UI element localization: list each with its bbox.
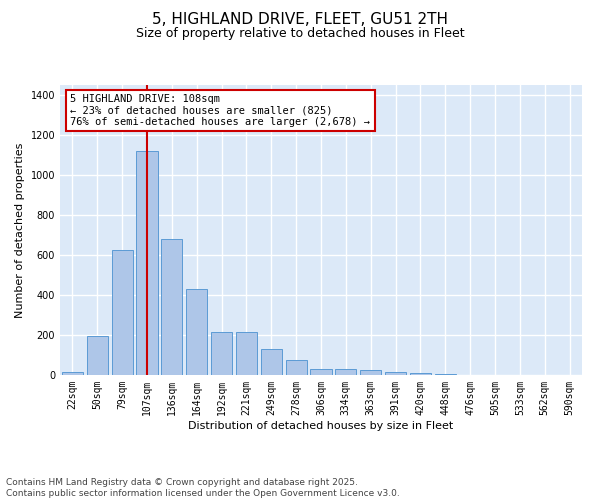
Bar xyxy=(435,374,456,375)
Bar xyxy=(385,372,406,375)
Text: 5 HIGHLAND DRIVE: 108sqm
← 23% of detached houses are smaller (825)
76% of semi-: 5 HIGHLAND DRIVE: 108sqm ← 23% of detach… xyxy=(70,94,370,127)
Bar xyxy=(136,151,158,375)
Bar xyxy=(261,349,282,375)
Bar xyxy=(310,369,332,375)
Bar xyxy=(236,332,257,375)
Bar xyxy=(211,332,232,375)
Text: Size of property relative to detached houses in Fleet: Size of property relative to detached ho… xyxy=(136,28,464,40)
Bar xyxy=(410,373,431,375)
Bar xyxy=(87,336,108,375)
Bar xyxy=(335,370,356,375)
Text: Contains HM Land Registry data © Crown copyright and database right 2025.
Contai: Contains HM Land Registry data © Crown c… xyxy=(6,478,400,498)
Bar xyxy=(112,250,133,375)
Bar xyxy=(186,289,207,375)
Bar xyxy=(286,360,307,375)
Text: 5, HIGHLAND DRIVE, FLEET, GU51 2TH: 5, HIGHLAND DRIVE, FLEET, GU51 2TH xyxy=(152,12,448,28)
Bar xyxy=(62,372,83,375)
Bar xyxy=(161,239,182,375)
Y-axis label: Number of detached properties: Number of detached properties xyxy=(15,142,25,318)
X-axis label: Distribution of detached houses by size in Fleet: Distribution of detached houses by size … xyxy=(188,420,454,430)
Bar xyxy=(360,370,381,375)
